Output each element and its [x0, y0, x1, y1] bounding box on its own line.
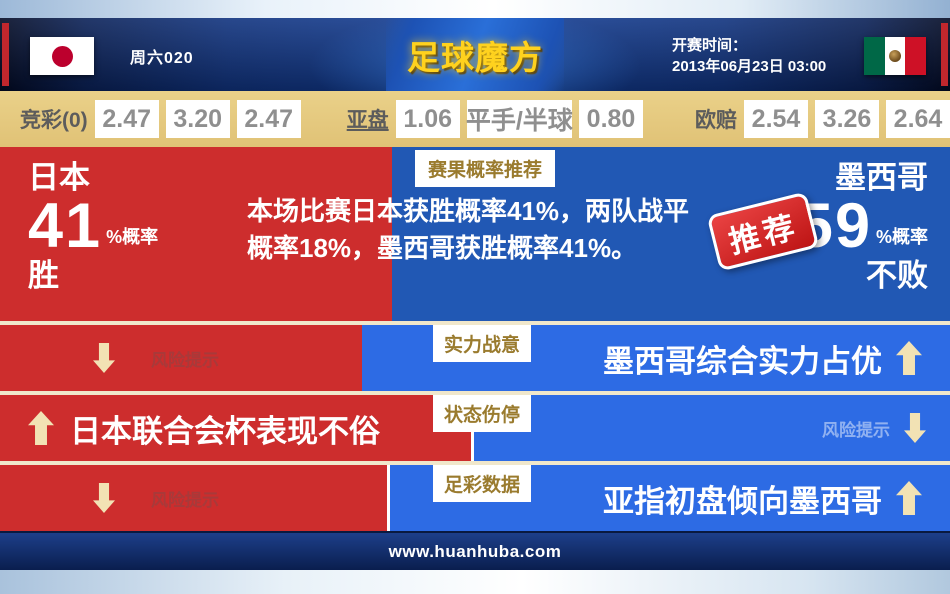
arrow-up-icon: [896, 341, 922, 375]
arrow-down-icon: [93, 483, 115, 513]
mexico-flag-red: [905, 37, 927, 75]
home-win-percent: 41: [28, 191, 103, 261]
data-headline: 亚指初盘倾向墨西哥: [603, 483, 882, 519]
mexico-flag-emblem: [889, 50, 901, 62]
oupei-label: 欧赔: [695, 109, 737, 132]
header-bar: 周六020 足球魔方 开赛时间： 2013年06月23日 03:00: [0, 18, 950, 91]
right-red-accent: [941, 23, 948, 86]
probability-block: 日本 41 %概率 胜 墨西哥 59 %概率 不败 赛果概率推荐 本场比赛日本获…: [0, 147, 950, 321]
arrow-up-icon: [896, 481, 922, 515]
website-link[interactable]: www.huanhuba.com: [388, 541, 562, 561]
away-team-name: 墨西哥: [835, 160, 928, 195]
jingcai-home-odds: 2.47: [94, 100, 159, 138]
kickoff-time-block: 开赛时间： 2013年06月23日 03:00: [672, 35, 826, 77]
footer-bar: www.huanhuba.com: [0, 533, 950, 570]
match-code: 周六020: [130, 50, 194, 67]
form-headline: 日本联合会杯表现不俗: [70, 413, 380, 449]
divider: [0, 321, 950, 325]
risk-hint-label: 风险提示: [151, 350, 219, 370]
data-row-home-side: 风险提示: [0, 465, 390, 531]
japan-flag: [30, 37, 94, 75]
yapan-away-odds: 0.80: [579, 100, 643, 138]
top-gradient-strip: [0, 0, 950, 18]
probability-summary-text: 本场比赛日本获胜概率41%，两队战平概率18%，墨西哥获胜概率41%。: [247, 196, 690, 263]
oupei-away-odds: 2.64: [886, 100, 950, 138]
home-percent-suffix: %概率: [106, 227, 159, 247]
arrow-down-icon: [904, 413, 926, 443]
away-percent-suffix: %概率: [875, 227, 928, 247]
mexico-flag-green: [864, 37, 885, 75]
arrow-up-icon: [28, 411, 54, 445]
arrow-down-icon: [93, 343, 115, 373]
strength-headline: 墨西哥综合实力占优: [603, 343, 882, 379]
odds-bar: 竞彩(0) 2.47 3.20 2.47 亚盘 1.06 平手/半球 0.80 …: [0, 91, 950, 147]
mexico-flag-white: [884, 37, 906, 75]
footer-edge-line: [0, 531, 950, 533]
oupei-draw-odds: 3.26: [815, 100, 879, 138]
form-row: 日本联合会杯表现不俗 风险提示 状态伤停: [0, 395, 950, 461]
japan-flag-sun: [51, 45, 73, 67]
form-row-away-side: 风险提示: [474, 395, 950, 461]
logo-panel: 足球魔方: [386, 18, 564, 91]
home-percent-row: 41 %概率: [28, 191, 392, 261]
form-row-home-side: 日本联合会杯表现不俗: [0, 395, 474, 461]
yapan-home-odds: 1.06: [395, 100, 460, 138]
yapan-handicap: 平手/半球: [466, 100, 573, 138]
home-team-name: 日本: [28, 160, 90, 195]
bottom-gradient-strip: [0, 570, 950, 594]
risk-hint-label: 风险提示: [151, 490, 219, 510]
left-red-accent: [2, 23, 9, 86]
data-tag: 足彩数据: [433, 465, 532, 502]
away-outcome-label: 不败: [866, 258, 928, 293]
jingcai-away-odds: 2.47: [236, 100, 301, 138]
site-logo: 足球魔方: [407, 38, 543, 76]
data-row: 风险提示 亚指初盘倾向墨西哥 足彩数据: [0, 465, 950, 531]
strength-row: 风险提示 墨西哥综合实力占优 实力战意: [0, 325, 950, 391]
strength-row-home-side: 风险提示: [0, 325, 362, 391]
mexico-flag: [864, 37, 927, 75]
strength-tag: 实力战意: [433, 325, 532, 362]
divider: [0, 391, 950, 395]
risk-hint-label: 风险提示: [822, 420, 890, 440]
jingcai-draw-odds: 3.20: [165, 100, 230, 138]
home-outcome-label: 胜: [28, 258, 59, 293]
divider: [0, 461, 950, 465]
yapan-label: 亚盘: [346, 109, 389, 132]
oupei-home-odds: 2.54: [744, 100, 808, 138]
jingcai-label: 竞彩(0): [20, 109, 88, 132]
home-team-panel: 日本 41 %概率 胜: [0, 147, 392, 321]
kickoff-time: 2013年06月23日 03:00: [672, 58, 827, 75]
result-probability-tag: 赛果概率推荐: [415, 150, 556, 187]
kickoff-label: 开赛时间：: [672, 37, 748, 54]
form-tag: 状态伤停: [433, 395, 532, 432]
